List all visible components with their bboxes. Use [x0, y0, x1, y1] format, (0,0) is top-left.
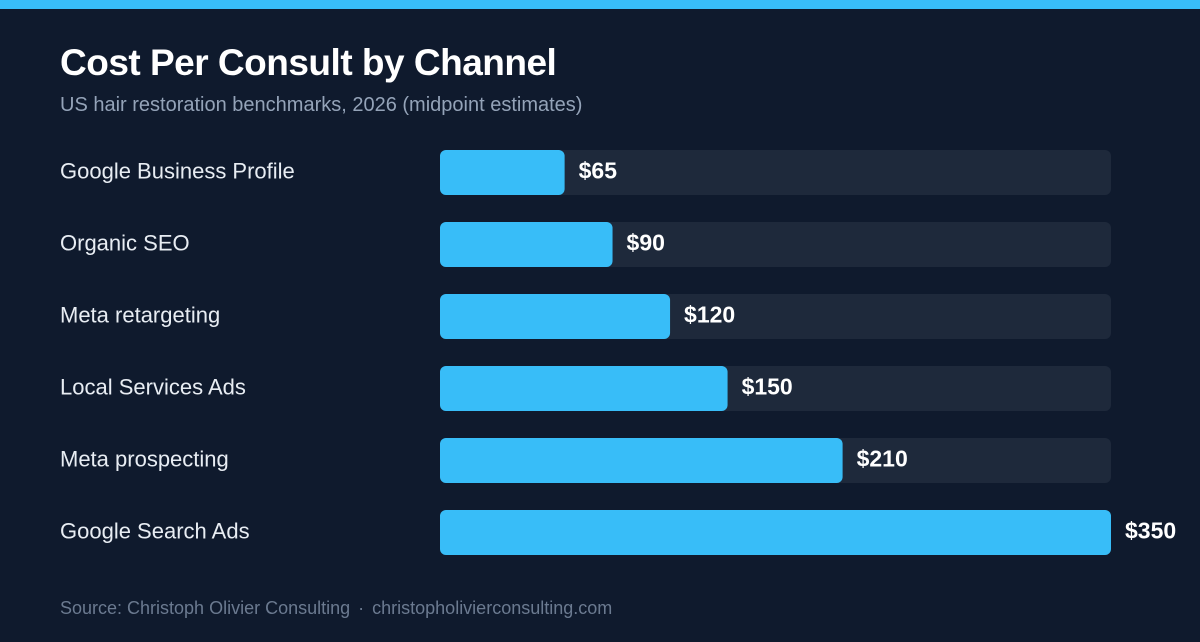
bar [440, 510, 1111, 555]
category-label: Meta retargeting [60, 302, 220, 327]
category-label: Organic SEO [60, 230, 190, 255]
category-label: Google Search Ads [60, 518, 250, 543]
source-text: Source: Christoph Olivier Consulting [60, 598, 351, 618]
category-label: Meta prospecting [60, 446, 229, 471]
value-label: $150 [742, 374, 793, 400]
footer-separator: · [358, 598, 365, 618]
top-accent-bar [0, 0, 1200, 9]
chart-title: Cost Per Consult by Channel [60, 42, 557, 83]
bar-track [440, 150, 1111, 195]
chart-subtitle: US hair restoration benchmarks, 2026 (mi… [60, 94, 583, 116]
bar [440, 366, 728, 411]
value-label: $350 [1125, 518, 1176, 544]
source-footer: Source: Christoph Olivier Consulting · chr… [60, 598, 612, 619]
category-label: Local Services Ads [60, 374, 246, 399]
value-label: $90 [627, 230, 665, 256]
bar [440, 294, 671, 339]
value-label: $65 [579, 158, 618, 184]
category-label: Google Business Profile [60, 158, 295, 183]
value-label: $120 [684, 302, 735, 328]
bar [440, 438, 843, 483]
bar [440, 222, 613, 267]
source-url: christopholivierconsulting.com [372, 598, 613, 618]
bar [440, 150, 565, 195]
value-label: $210 [857, 446, 908, 472]
